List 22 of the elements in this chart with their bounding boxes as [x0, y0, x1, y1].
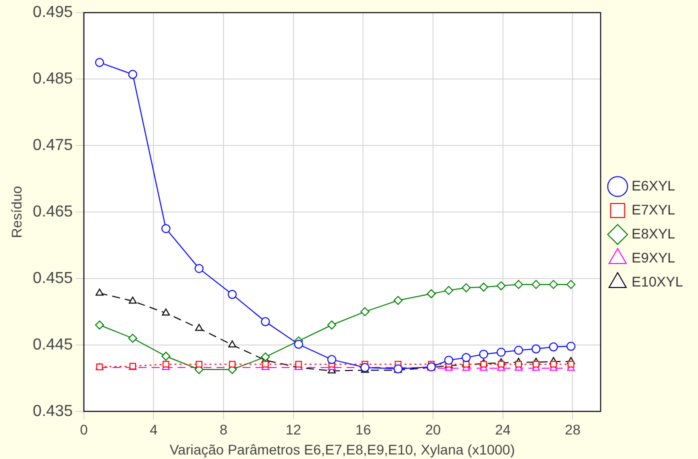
x-tick-label: 16 — [355, 422, 372, 438]
x-tick-label: 28 — [564, 422, 581, 438]
x-tick-label: 24 — [495, 422, 511, 438]
y-axis-title: Resíduo — [8, 186, 24, 238]
legend-label: E7XYL — [632, 201, 676, 218]
y-tick-label: 0.475 — [32, 136, 73, 154]
y-tick-label: 0.485 — [32, 70, 73, 88]
x-tick-label: 12 — [286, 422, 302, 438]
legend-label: E9XYL — [632, 249, 676, 266]
y-tick-label: 0.445 — [32, 336, 73, 354]
legend-label: E6XYL — [632, 177, 676, 194]
y-tick-label: 0.465 — [32, 203, 73, 220]
x-tick-label: 20 — [425, 422, 442, 438]
y-tick-label: 0.435 — [32, 402, 73, 420]
y-tick-label: 0.495 — [32, 4, 73, 22]
x-tick-label: 8 — [220, 422, 228, 438]
y-tick-label: 0.455 — [32, 270, 73, 287]
legend-label: E8XYL — [632, 225, 676, 242]
x-tick-label: 0 — [80, 422, 88, 438]
legend-label: E10XYL — [632, 273, 684, 290]
x-axis-title: Variação Parâmetros E6,E7,E8,E9,E10, Xylana (x1000) — [170, 441, 515, 458]
x-tick-label: 4 — [150, 422, 158, 438]
